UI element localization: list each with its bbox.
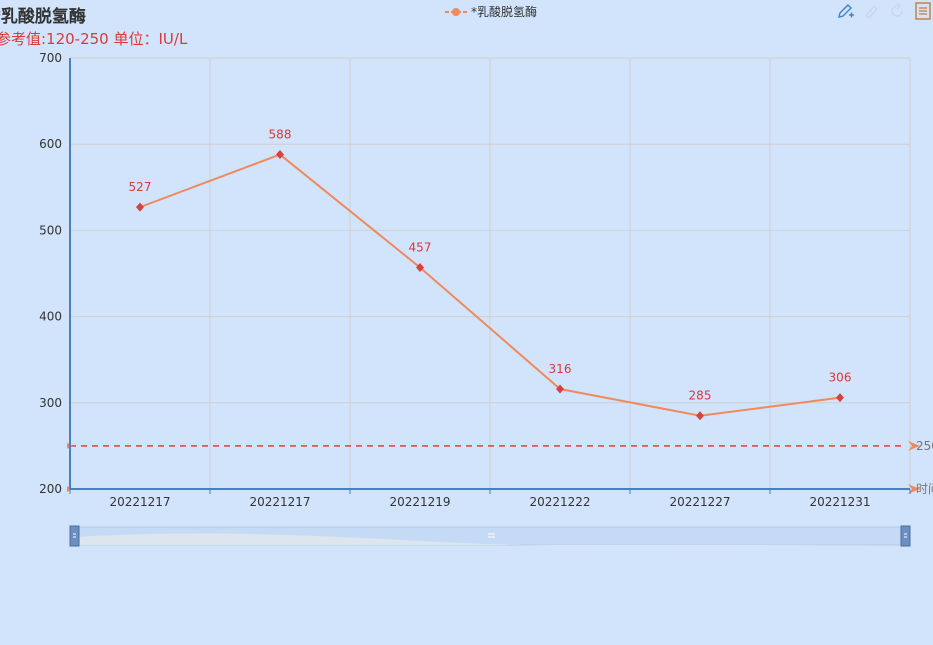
chart-subtitle: 参考值:120-250 单位：IU/L xyxy=(0,30,188,48)
data-label: 285 xyxy=(689,389,712,403)
data-point xyxy=(276,150,284,160)
data-point xyxy=(836,393,844,403)
x-tick-label: 20221222 xyxy=(529,495,590,509)
zoom-handle-left[interactable] xyxy=(69,525,80,547)
data-point xyxy=(136,202,144,212)
reference-line-arrow xyxy=(908,484,920,494)
x-tick-label: 20221227 xyxy=(669,495,730,509)
reference-line-label: 时间 xyxy=(916,482,933,496)
zoom-slider-preview xyxy=(75,533,905,546)
toolbox xyxy=(835,1,933,21)
eraser-icon[interactable] xyxy=(861,1,881,21)
y-tick-label: 700 xyxy=(39,51,62,65)
restore-icon[interactable] xyxy=(887,1,907,21)
data-label: 527 xyxy=(129,180,152,194)
reference-line-arrow xyxy=(908,440,920,451)
x-tick-label: 20221219 xyxy=(389,495,450,509)
legend-line-icon xyxy=(445,7,467,16)
legend-label: *乳酸脱氢酶 xyxy=(471,5,538,19)
y-tick-label: 500 xyxy=(39,223,62,237)
data-label: 457 xyxy=(409,240,432,254)
legend-item[interactable]: *乳酸脱氢酶 xyxy=(445,3,537,20)
pen-icon[interactable] xyxy=(835,1,855,21)
y-tick-label: 600 xyxy=(39,137,62,151)
chart-title: *乳酸脱氢酶 xyxy=(0,7,86,27)
y-tick-label: 400 xyxy=(39,310,62,324)
y-tick-label: 200 xyxy=(39,482,62,496)
x-tick-label: 20221231 xyxy=(809,495,870,509)
data-label: 316 xyxy=(549,362,572,376)
series-line xyxy=(139,153,841,417)
data-view-icon[interactable] xyxy=(913,1,933,21)
data-label: 306 xyxy=(829,371,852,385)
data-point xyxy=(696,411,704,421)
y-tick-label: 300 xyxy=(39,396,62,410)
zoom-handle-right[interactable] xyxy=(900,525,911,547)
x-tick-label: 20221217 xyxy=(249,495,310,509)
data-point xyxy=(556,384,564,394)
data-point xyxy=(416,262,424,272)
x-tick-label: 20221217 xyxy=(109,495,170,509)
reference-line-label: 250 xyxy=(916,439,933,453)
data-label: 588 xyxy=(269,128,292,142)
